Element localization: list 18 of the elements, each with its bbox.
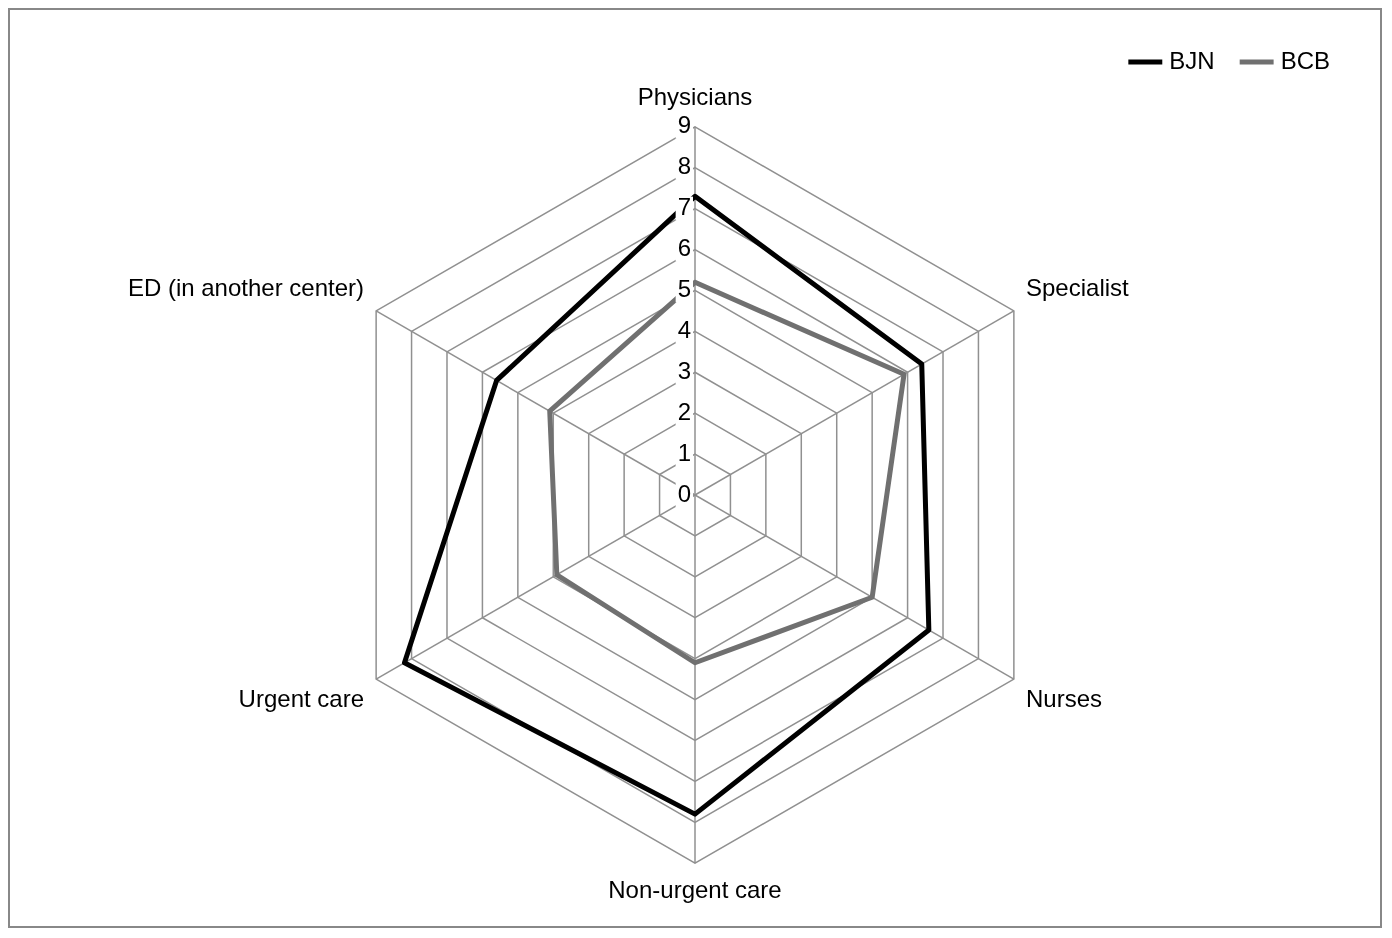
spoke-label: Non-urgent care [608,876,782,904]
legend-label: BJN [1169,46,1215,74]
y-tick-label: 1 [677,438,691,466]
y-tick-label: 3 [677,356,691,384]
y-tick-label: 8 [677,152,691,180]
spoke-label: Nurses [1025,685,1103,713]
spoke-label: Physicians [637,83,753,111]
y-tick-label: 4 [677,315,691,343]
y-tick-label: 2 [677,397,691,425]
y-tick-label: 7 [677,193,691,221]
y-tick-label: 0 [677,479,691,507]
y-tick-label: 5 [677,275,691,303]
spoke-label: Specialist [1025,274,1130,302]
y-tick-label: 9 [677,111,691,139]
spoke-label: Urgent care [238,685,365,713]
y-tick-label: 6 [677,234,691,262]
legend-label: BCB [1280,46,1331,74]
spoke-label: ED (in another center) [127,274,365,302]
